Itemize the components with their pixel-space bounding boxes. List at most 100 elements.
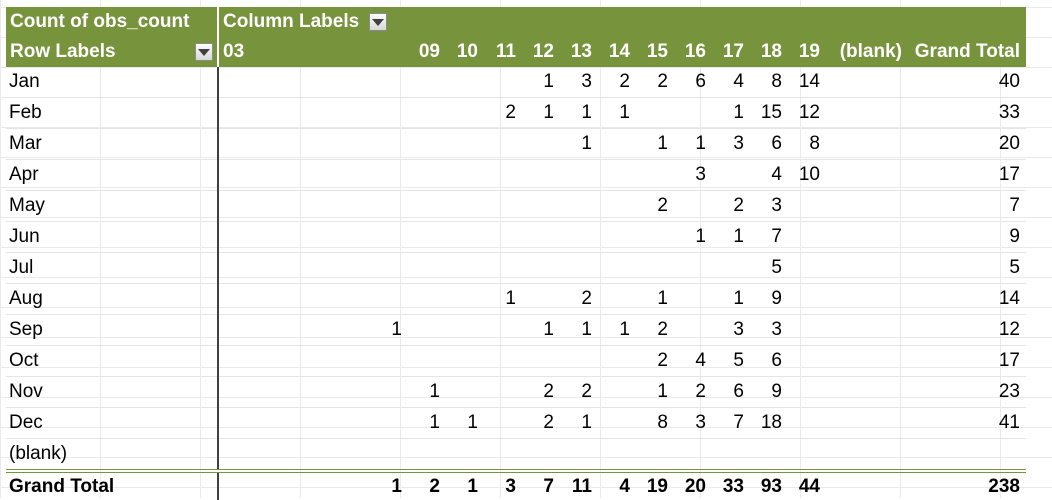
- value-cell[interactable]: [784, 314, 822, 346]
- value-cell[interactable]: [556, 159, 594, 191]
- value-cell[interactable]: 1: [404, 407, 442, 439]
- value-cell[interactable]: 1: [708, 283, 746, 315]
- value-cell[interactable]: [518, 128, 556, 160]
- value-cell[interactable]: 2: [518, 407, 556, 439]
- value-cell[interactable]: [218, 67, 404, 98]
- value-cell[interactable]: 2: [556, 376, 594, 408]
- value-cell[interactable]: [784, 345, 822, 377]
- value-cell[interactable]: 2: [594, 67, 632, 98]
- grand-total-cell[interactable]: 7: [518, 469, 556, 500]
- value-cell[interactable]: [518, 252, 556, 284]
- value-cell[interactable]: [822, 67, 906, 98]
- value-cell[interactable]: 2: [632, 67, 670, 98]
- value-cell[interactable]: 8: [632, 407, 670, 439]
- value-cell[interactable]: 3: [708, 314, 746, 346]
- value-cell[interactable]: [670, 438, 708, 472]
- value-cell[interactable]: [746, 438, 784, 472]
- value-cell[interactable]: [594, 190, 632, 222]
- value-cell[interactable]: 1: [404, 376, 442, 408]
- value-cell[interactable]: 2: [670, 376, 708, 408]
- value-cell[interactable]: 1: [218, 314, 404, 346]
- value-cell[interactable]: [442, 67, 480, 98]
- value-cell[interactable]: 2: [556, 283, 594, 315]
- value-cell[interactable]: [442, 128, 480, 160]
- row-label[interactable]: Sep: [6, 314, 219, 346]
- value-cell[interactable]: 2: [480, 97, 518, 129]
- row-label[interactable]: Jul: [6, 252, 219, 284]
- value-cell[interactable]: [404, 438, 442, 472]
- value-cell[interactable]: [442, 190, 480, 222]
- value-cell[interactable]: [632, 221, 670, 253]
- value-cell[interactable]: 18: [746, 407, 784, 439]
- value-cell[interactable]: [404, 314, 442, 346]
- grand-total-cell[interactable]: 44: [784, 469, 822, 500]
- value-cell[interactable]: 3: [746, 190, 784, 222]
- value-cell[interactable]: 1: [556, 407, 594, 439]
- value-cell[interactable]: 14: [784, 67, 822, 98]
- value-cell[interactable]: 2: [632, 314, 670, 346]
- value-cell[interactable]: [670, 314, 708, 346]
- value-cell[interactable]: [822, 159, 906, 191]
- value-cell[interactable]: [822, 345, 906, 377]
- row-total-cell[interactable]: 5: [906, 252, 1026, 284]
- value-cell[interactable]: 1: [632, 376, 670, 408]
- value-cell[interactable]: 7: [746, 221, 784, 253]
- value-cell[interactable]: [632, 438, 670, 472]
- grand-total-cell[interactable]: 11: [556, 469, 594, 500]
- value-cell[interactable]: [594, 128, 632, 160]
- value-cell[interactable]: 6: [708, 376, 746, 408]
- value-cell[interactable]: [518, 221, 556, 253]
- value-cell[interactable]: 1: [670, 221, 708, 253]
- row-total-cell[interactable]: 17: [906, 159, 1026, 191]
- value-cell[interactable]: 6: [746, 128, 784, 160]
- row-labels-filter-dropdown-icon[interactable]: [195, 43, 213, 61]
- value-cell[interactable]: [404, 67, 442, 98]
- row-total-cell[interactable]: 23: [906, 376, 1026, 408]
- value-cell[interactable]: [556, 252, 594, 284]
- value-cell[interactable]: [442, 159, 480, 191]
- column-labels-cell[interactable]: Column Labels: [218, 7, 1026, 37]
- value-cell[interactable]: [594, 283, 632, 315]
- value-cell[interactable]: [708, 159, 746, 191]
- row-total-cell[interactable]: 7: [906, 190, 1026, 222]
- grand-total-cell[interactable]: 19: [632, 469, 670, 500]
- value-cell[interactable]: [594, 221, 632, 253]
- value-cell[interactable]: [404, 190, 442, 222]
- value-cell[interactable]: [670, 283, 708, 315]
- value-cell[interactable]: [822, 190, 906, 222]
- value-cell[interactable]: [822, 438, 906, 472]
- value-cell[interactable]: [480, 159, 518, 191]
- column-labels-filter-dropdown-icon[interactable]: [369, 13, 388, 31]
- value-field-cell[interactable]: Count of obs_count: [6, 7, 219, 37]
- value-cell[interactable]: [442, 438, 480, 472]
- row-labels-cell[interactable]: Row Labels: [6, 37, 219, 67]
- row-total-cell[interactable]: 12: [906, 314, 1026, 346]
- row-label[interactable]: Oct: [6, 345, 219, 377]
- row-total-cell[interactable]: [906, 438, 1026, 472]
- value-cell[interactable]: [404, 159, 442, 191]
- value-cell[interactable]: 6: [746, 345, 784, 377]
- value-cell[interactable]: 5: [746, 252, 784, 284]
- value-cell[interactable]: [480, 128, 518, 160]
- value-cell[interactable]: 7: [708, 407, 746, 439]
- value-cell[interactable]: 1: [518, 314, 556, 346]
- value-cell[interactable]: 1: [556, 97, 594, 129]
- value-cell[interactable]: [784, 376, 822, 408]
- value-cell[interactable]: [556, 190, 594, 222]
- value-cell[interactable]: [822, 283, 906, 315]
- value-cell[interactable]: [708, 252, 746, 284]
- grand-total-cell[interactable]: 93: [746, 469, 784, 500]
- value-cell[interactable]: [784, 190, 822, 222]
- value-cell[interactable]: [518, 345, 556, 377]
- value-cell[interactable]: [218, 159, 404, 191]
- value-cell[interactable]: [218, 376, 404, 408]
- value-cell[interactable]: 2: [632, 345, 670, 377]
- value-cell[interactable]: [518, 190, 556, 222]
- value-cell[interactable]: 12: [784, 97, 822, 129]
- value-cell[interactable]: [784, 407, 822, 439]
- grand-total-cell[interactable]: 1: [218, 469, 404, 500]
- value-cell[interactable]: 1: [708, 97, 746, 129]
- value-cell[interactable]: [218, 438, 404, 472]
- value-cell[interactable]: [442, 283, 480, 315]
- value-cell[interactable]: [480, 67, 518, 98]
